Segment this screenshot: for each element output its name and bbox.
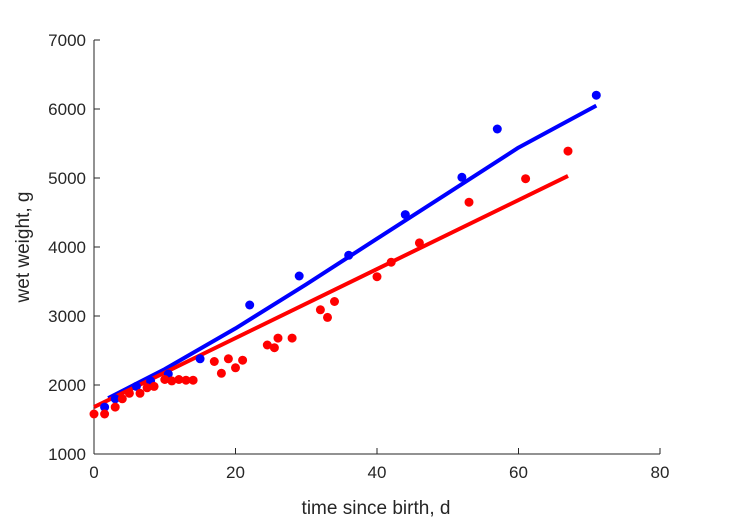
- data-point-series-1: [245, 300, 255, 310]
- y-tick-label: 4000: [48, 238, 86, 257]
- data-point-series-1: [344, 250, 354, 260]
- data-point-series-2: [142, 383, 152, 393]
- data-point-series-2: [330, 297, 339, 306]
- y-tick-label: 3000: [48, 307, 86, 326]
- data-point-series-2: [167, 376, 177, 386]
- data-point-series-2: [262, 340, 272, 350]
- data-point-series-1: [457, 172, 467, 182]
- x-tick-label: 80: [651, 463, 670, 482]
- data-point-series-1: [110, 394, 120, 404]
- data-point-series-2: [135, 388, 145, 398]
- y-tick-label: 5000: [48, 169, 86, 188]
- data-point-series-1: [294, 271, 304, 281]
- data-point-series-2: [188, 375, 198, 385]
- y-tick-label: 7000: [48, 31, 86, 50]
- data-point-series-2: [223, 354, 233, 364]
- data-point-series-2: [89, 409, 99, 419]
- data-point-series-1: [492, 124, 502, 134]
- data-point-series-2: [287, 333, 297, 343]
- data-point-series-2: [273, 333, 283, 343]
- data-point-series-1: [131, 381, 141, 391]
- data-point-series-1: [100, 402, 110, 412]
- data-point-series-1: [400, 210, 410, 220]
- y-tick-label: 2000: [48, 376, 86, 395]
- data-point-series-2: [216, 368, 226, 378]
- x-axis-label: time since birth, d: [302, 498, 451, 519]
- data-point-series-2: [181, 375, 191, 385]
- data-point-series-2: [238, 355, 248, 365]
- data-point-series-2: [149, 381, 159, 391]
- data-point-series-2: [563, 146, 573, 156]
- data-point-series-2: [100, 409, 110, 419]
- fit-lines: [93, 103, 598, 409]
- data-point-series-2: [231, 363, 240, 373]
- x-tick-label: 0: [89, 463, 98, 482]
- data-point-series-2: [521, 174, 531, 184]
- data-point-series-2: [209, 357, 219, 366]
- data-point-series-1: [195, 354, 205, 364]
- y-axis-label: wet weight, g: [13, 192, 34, 304]
- data-point-series-1: [591, 90, 601, 100]
- data-point-series-2: [269, 343, 279, 353]
- y-ticks: 1000 2000 3000 4000 5000 6000 7000: [48, 31, 100, 464]
- y-tick-label: 1000: [48, 445, 86, 464]
- fit-line-series-1: [107, 103, 598, 400]
- data-point-series-2: [414, 238, 424, 248]
- data-point-series-2: [174, 375, 184, 384]
- data-point-series-2: [124, 388, 134, 398]
- data-point-series-2: [464, 197, 474, 207]
- data-point-series-2: [117, 394, 127, 404]
- data-point-series-2: [315, 305, 325, 315]
- x-ticks: 0 20 40 60 80: [89, 448, 669, 482]
- data-point-series-2: [323, 312, 332, 322]
- fit-line-series-2: [93, 174, 569, 409]
- x-tick-label: 60: [509, 463, 528, 482]
- y-tick-label: 6000: [48, 100, 86, 119]
- x-tick-label: 20: [226, 463, 245, 482]
- data-point-series-2: [386, 257, 396, 267]
- x-tick-label: 40: [368, 463, 387, 482]
- data-point-series-2: [160, 375, 170, 384]
- data-points: [89, 90, 601, 419]
- data-point-series-2: [110, 402, 120, 412]
- data-point-series-2: [372, 272, 382, 282]
